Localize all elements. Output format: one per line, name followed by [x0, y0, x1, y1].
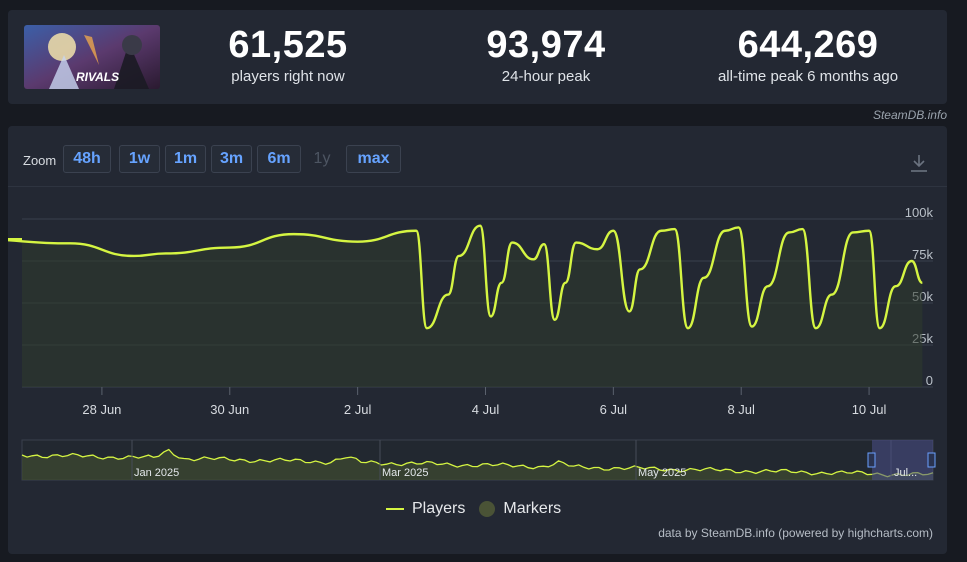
alltime-peak-stat: 644,269 all-time peak 6 months ago [688, 24, 928, 85]
highcharts-credit[interactable]: data by SteamDB.info (powered by highcha… [658, 526, 933, 540]
legend-dot-icon [479, 501, 496, 517]
x-tick-label: 6 Jul [600, 402, 628, 417]
y-tick-label: 100k [905, 205, 934, 220]
chart-legend: Players Markers [386, 500, 561, 518]
zoom-6m-button[interactable]: 6m [257, 145, 301, 173]
zoom-3m-button[interactable]: 3m [211, 145, 252, 173]
legend-markers[interactable]: Markers [479, 500, 561, 518]
legend-markers-label: Markers [503, 500, 562, 517]
zoom-max-button[interactable]: max [346, 145, 401, 173]
legend-players[interactable]: Players [386, 500, 465, 518]
current-players-stat: 61,525 players right now [193, 24, 383, 85]
peak-24h-stat: 93,974 24-hour peak [451, 24, 641, 85]
x-tick-label: 10 Jul [852, 402, 887, 417]
game-capsule-image[interactable]: RIVALS [24, 25, 160, 89]
x-tick-label: 30 Jun [210, 402, 249, 417]
chart-panel: Zoom 48h 1w 1m 3m 6m 1y max 0 25k 50k 75k 10… [8, 126, 947, 554]
player-stats-header: RIVALS 61,525 players right now 93,974 2… [8, 10, 947, 104]
thumbnail-logo: RIVALS [76, 70, 119, 84]
peak-24h-label: 24-hour peak [501, 68, 591, 85]
x-tick-label: 2 Jul [344, 402, 372, 417]
navigator-selection[interactable] [872, 440, 933, 480]
y-tick-label: 0 [926, 373, 933, 388]
current-players-label: players right now [231, 68, 345, 85]
navigator-label-jan: Jan 2025 [134, 467, 179, 479]
legend-players-label: Players [412, 500, 466, 517]
legend-line-icon [386, 508, 404, 510]
current-players-value: 61,525 [228, 24, 348, 66]
navigator-line [21, 448, 934, 478]
steamdb-credit[interactable]: SteamDB.info [872, 108, 947, 122]
alltime-peak-label: all-time peak 6 months ago [717, 68, 899, 85]
navigator-label-jul: Jul... [894, 467, 917, 479]
navigator-handle-left[interactable] [867, 452, 876, 468]
zoom-1w-button[interactable]: 1w [119, 145, 160, 173]
zoom-label: Zoom [23, 153, 57, 168]
zoom-1y-button: 1y [313, 150, 331, 167]
x-axis-ticks: 28 Jun 30 Jun 2 Jul 4 Jul 6 Jul 8 Jul 10 Jul [82, 387, 887, 417]
peak-24h-value: 93,974 [486, 24, 606, 66]
alltime-peak-value: 644,269 [737, 24, 879, 66]
navigator: Jan 2025 Mar 2025 May 2025 Jul... [21, 439, 936, 481]
download-icon[interactable] [908, 152, 930, 174]
zoom-1m-button[interactable]: 1m [165, 145, 206, 173]
navigator-label-may: May 2025 [638, 467, 686, 479]
players-area-fill [8, 225, 923, 387]
zoom-48h-button[interactable]: 48h [63, 145, 111, 173]
x-tick-label: 4 Jul [472, 402, 500, 417]
toolbar-divider [8, 186, 947, 187]
x-tick-label: 8 Jul [727, 402, 755, 417]
navigator-handle-right[interactable] [927, 452, 936, 468]
navigator-area [22, 449, 933, 480]
players-series-line [8, 224, 923, 330]
y-tick-label: 75k [912, 247, 933, 262]
x-tick-label: 28 Jun [82, 402, 121, 417]
navigator-label-mar: Mar 2025 [382, 467, 428, 479]
